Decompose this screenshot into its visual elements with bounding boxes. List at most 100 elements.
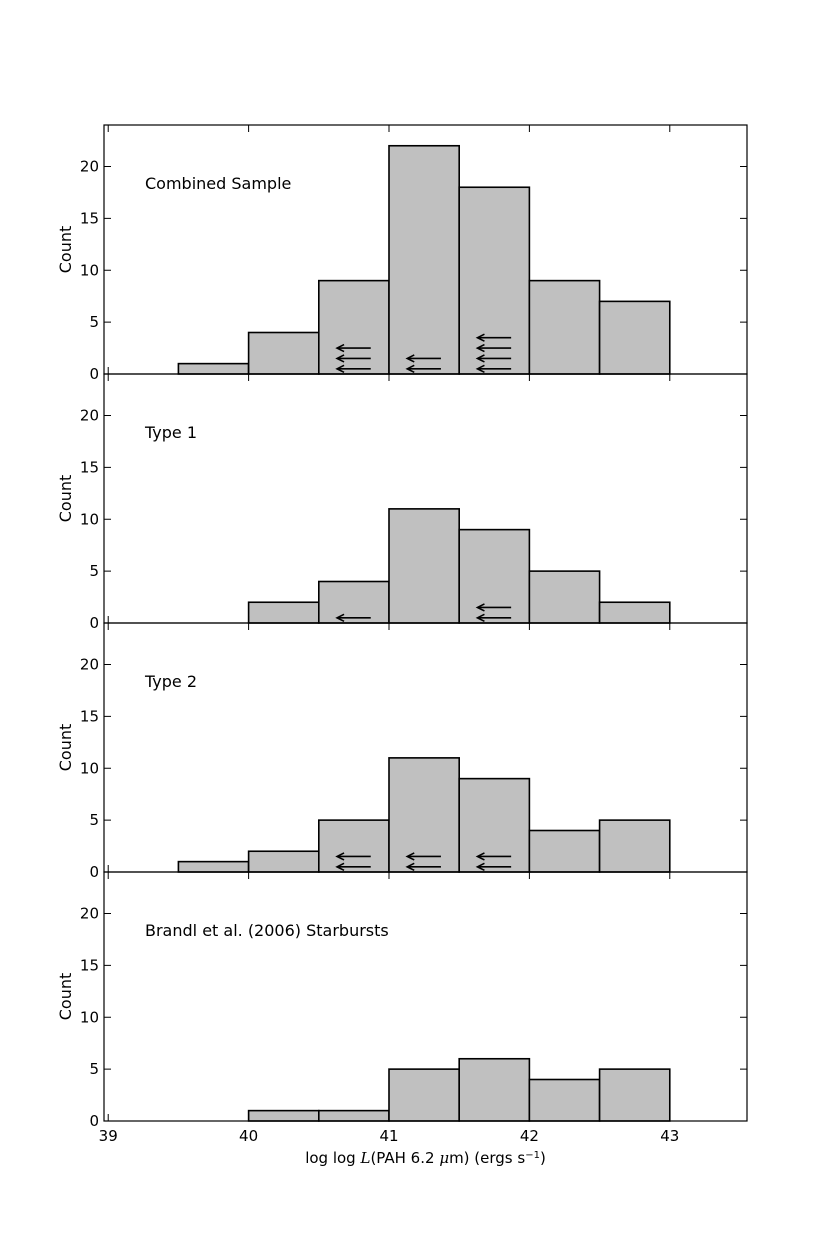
arrow-head xyxy=(335,852,345,861)
x-tick-label: 39 xyxy=(99,1127,118,1145)
upper-limit-arrow xyxy=(335,852,371,861)
histogram-bar xyxy=(598,819,671,873)
y-tick-label: 20 xyxy=(80,905,99,923)
histogram-bar xyxy=(598,300,671,375)
y-axis-label: Count xyxy=(56,475,75,523)
y-tick-label: 0 xyxy=(89,614,99,632)
panel-title: Brandl et al. (2006) Starbursts xyxy=(145,921,389,940)
y-tick-label: 15 xyxy=(80,458,99,476)
upper-limit-arrow xyxy=(475,343,512,353)
histogram-bar xyxy=(318,580,390,624)
panel-title: Combined Sample xyxy=(145,174,291,193)
upper-limit-arrow xyxy=(475,333,512,342)
histogram-bar xyxy=(458,777,531,873)
x-axis-label-part: m) (ergs s xyxy=(449,1149,525,1167)
upper-limit-arrow xyxy=(405,862,441,872)
upper-limit-arrow xyxy=(405,364,441,374)
axes-frame xyxy=(103,871,748,1122)
histogram-bar xyxy=(318,279,390,375)
arrow-head xyxy=(475,862,485,872)
arrow-head xyxy=(475,603,485,612)
y-tick-label: 5 xyxy=(89,562,99,580)
y-tick-label: 15 xyxy=(80,956,99,974)
arrow-head xyxy=(335,343,345,353)
x-axis-label-part: L xyxy=(359,1149,370,1167)
arrow-head xyxy=(335,354,345,363)
y-tick-label: 0 xyxy=(89,1112,99,1130)
histogram-bar xyxy=(458,186,531,375)
upper-limit-arrow xyxy=(475,613,512,623)
y-tick-label: 20 xyxy=(80,407,99,425)
y-tick-label: 0 xyxy=(89,365,99,383)
arrow-head xyxy=(405,862,415,872)
arrow-head xyxy=(475,343,485,353)
upper-limit-arrow xyxy=(335,354,371,363)
y-tick-label: 0 xyxy=(89,863,99,881)
histogram-bar xyxy=(458,528,531,624)
y-tick-label: 5 xyxy=(89,313,99,331)
y-tick-label: 10 xyxy=(80,1008,99,1026)
panel-title: Type 2 xyxy=(144,672,197,691)
histogram-bar xyxy=(598,1068,671,1122)
upper-limit-arrow xyxy=(475,862,512,872)
histogram-bar xyxy=(388,144,460,375)
histogram-bar xyxy=(388,1068,460,1122)
upper-limit-arrow xyxy=(335,862,371,872)
panel-4: 0 5 10 15 20 Count Brandl et al. (2006) Starbu… xyxy=(56,871,748,1130)
histogram-bar xyxy=(598,601,671,624)
x-tick-label: 40 xyxy=(239,1127,258,1145)
panel-title: Type 1 xyxy=(144,423,197,442)
arrow-head xyxy=(335,364,345,374)
histogram-bar xyxy=(318,1109,390,1122)
panel-3: 0 5 10 15 20 Count Type 2 xyxy=(56,622,748,881)
arrow-head xyxy=(475,852,485,861)
arrow-head xyxy=(335,613,345,623)
y-tick-label: 15 xyxy=(80,707,99,725)
histogram-bar xyxy=(247,850,320,873)
upper-limit-arrow xyxy=(335,613,371,623)
upper-limit-arrow xyxy=(475,354,512,363)
arrow-head xyxy=(475,364,485,374)
y-tick-label: 20 xyxy=(80,656,99,674)
upper-limit-arrow xyxy=(405,354,441,363)
arrow-head xyxy=(405,852,415,861)
y-tick-label: 20 xyxy=(80,158,99,176)
y-tick-label: 5 xyxy=(89,811,99,829)
upper-limit-arrow xyxy=(335,343,371,353)
y-tick-label: 10 xyxy=(80,261,99,279)
histogram-bar xyxy=(247,601,320,624)
upper-limit-arrow xyxy=(475,603,512,612)
y-axis-label: Count xyxy=(56,226,75,274)
upper-limit-arrow xyxy=(475,364,512,374)
x-tick-label: 41 xyxy=(379,1127,398,1145)
histogram-bar xyxy=(388,508,460,624)
y-tick-label: 5 xyxy=(89,1060,99,1078)
histogram-bar xyxy=(247,331,320,375)
x-axis-label-part: ) xyxy=(540,1149,546,1167)
arrow-head xyxy=(475,354,485,363)
x-axis-label-part: log log xyxy=(305,1149,360,1167)
histogram-bar xyxy=(528,279,601,375)
panel-1: 0 5 10 15 20 Count Combined Sample xyxy=(56,124,748,383)
histogram-bar xyxy=(458,1057,531,1122)
arrow-head xyxy=(475,333,485,342)
y-axis-label: Count xyxy=(56,724,75,772)
x-axis-label-part: −1 xyxy=(525,1150,540,1161)
y-tick-label: 10 xyxy=(80,759,99,777)
arrow-head xyxy=(335,862,345,872)
histogram-bar xyxy=(528,829,601,873)
upper-limit-arrow xyxy=(405,852,441,861)
x-tick-label: 42 xyxy=(520,1127,539,1145)
x-tick-label: 43 xyxy=(660,1127,679,1145)
histogram-bar xyxy=(528,1078,601,1122)
histogram-bar xyxy=(318,819,390,873)
histogram-bar xyxy=(388,757,460,873)
y-tick-label: 15 xyxy=(80,209,99,227)
panel-2: 0 5 10 15 20 Count Type 1 xyxy=(56,373,748,632)
x-axis-label-part: (PAH 6.2 xyxy=(370,1149,439,1167)
x-axis-label: log log L(PAH 6.2 μm) (ergs s−1) xyxy=(305,1149,546,1167)
histogram-bar xyxy=(177,860,250,873)
x-axis-label-part: μ xyxy=(439,1149,449,1167)
histogram-bar xyxy=(528,570,601,624)
